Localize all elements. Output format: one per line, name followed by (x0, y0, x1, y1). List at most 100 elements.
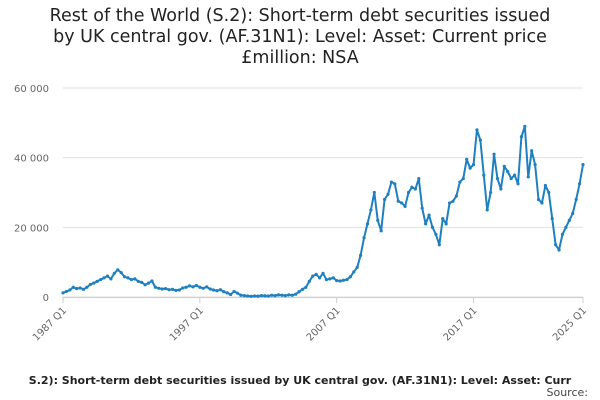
data-point (276, 293, 281, 297)
data-point (297, 290, 301, 294)
data-point (150, 279, 154, 283)
data-point (208, 287, 212, 291)
data-point (201, 286, 205, 290)
data-point (160, 287, 164, 291)
data-point (153, 285, 157, 289)
data-point (307, 279, 311, 283)
data-point (266, 294, 270, 298)
data-point (232, 289, 236, 294)
data-point (246, 294, 250, 298)
data-point (143, 283, 147, 287)
data-point (105, 274, 110, 278)
data-point (331, 276, 335, 280)
data-point (300, 287, 305, 291)
data-point (478, 138, 482, 142)
data-point (64, 289, 69, 294)
data-point (273, 294, 277, 298)
data-point (311, 274, 315, 278)
data-point (502, 164, 506, 168)
data-point (146, 281, 151, 285)
data-point (129, 277, 134, 282)
data-point (191, 285, 195, 289)
series-line (62, 125, 584, 298)
data-point (437, 243, 441, 247)
data-point (136, 279, 140, 283)
data-point (567, 218, 571, 222)
data-point (403, 204, 407, 209)
data-point (547, 190, 551, 195)
data-point (441, 217, 445, 221)
data-point (229, 292, 233, 297)
data-point (109, 277, 113, 281)
data-point (424, 222, 428, 226)
data-point (116, 268, 120, 272)
data-point (454, 194, 459, 198)
data-point (68, 288, 72, 292)
series-markers (61, 124, 585, 298)
data-point (458, 180, 462, 184)
data-point (369, 208, 373, 212)
data-point (410, 185, 414, 189)
data-point (509, 176, 513, 181)
data-point (75, 287, 79, 291)
data-point (543, 183, 547, 188)
data-point (554, 243, 558, 247)
data-point (218, 288, 222, 292)
data-point (382, 197, 387, 202)
data-point (444, 222, 448, 226)
data-point (359, 253, 363, 257)
data-point (225, 291, 229, 295)
data-point (581, 163, 585, 167)
data-point (235, 291, 240, 295)
x-axis: 1987 Q1 1997 Q1 2007 Q1 2017 Q1 2025 Q1 (31, 297, 589, 343)
data-point (287, 293, 291, 297)
x-tick-label: 1987 Q1 (31, 305, 69, 343)
data-point (157, 286, 161, 290)
data-point (400, 201, 404, 205)
data-point (122, 275, 127, 279)
data-point (560, 232, 565, 236)
data-point (492, 152, 496, 156)
data-point (112, 271, 116, 275)
data-point (355, 265, 359, 269)
data-point (533, 163, 537, 167)
chart-title-line-2: by UK central gov. (AF.31N1): Level: Ass… (53, 27, 547, 47)
data-point (256, 294, 260, 298)
data-point (174, 288, 178, 292)
data-point (386, 192, 390, 196)
data-point (396, 199, 400, 203)
data-point (461, 176, 465, 181)
data-point (362, 236, 366, 240)
data-point (317, 276, 322, 280)
data-point (78, 286, 82, 290)
data-point (506, 170, 510, 174)
data-point (61, 291, 65, 295)
y-tick-label: 40 000 (14, 154, 49, 165)
data-point (365, 222, 370, 226)
x-tick-label: 1997 Q1 (168, 305, 206, 343)
data-point (348, 275, 352, 279)
data-point (205, 285, 209, 289)
data-point (352, 270, 356, 274)
data-point (263, 294, 267, 298)
data-point (187, 284, 192, 288)
data-point (71, 285, 75, 289)
data-point (574, 197, 578, 202)
data-point (536, 197, 541, 202)
data-point (447, 201, 452, 205)
data-point (434, 232, 438, 236)
data-point (314, 272, 318, 276)
data-point (468, 166, 472, 170)
data-point (294, 292, 298, 296)
data-point (530, 149, 534, 153)
data-point (324, 277, 329, 282)
chart-title-line-3: £million: NSA (241, 48, 359, 68)
data-point (341, 278, 346, 282)
data-point (328, 277, 332, 281)
data-point (379, 229, 383, 233)
chart-title: Rest of the World (S.2): Short-term debt… (0, 6, 600, 69)
data-point (335, 279, 339, 283)
data-point (430, 225, 435, 229)
chart-title-line-1: Rest of the World (S.2): Short-term debt… (49, 6, 551, 26)
